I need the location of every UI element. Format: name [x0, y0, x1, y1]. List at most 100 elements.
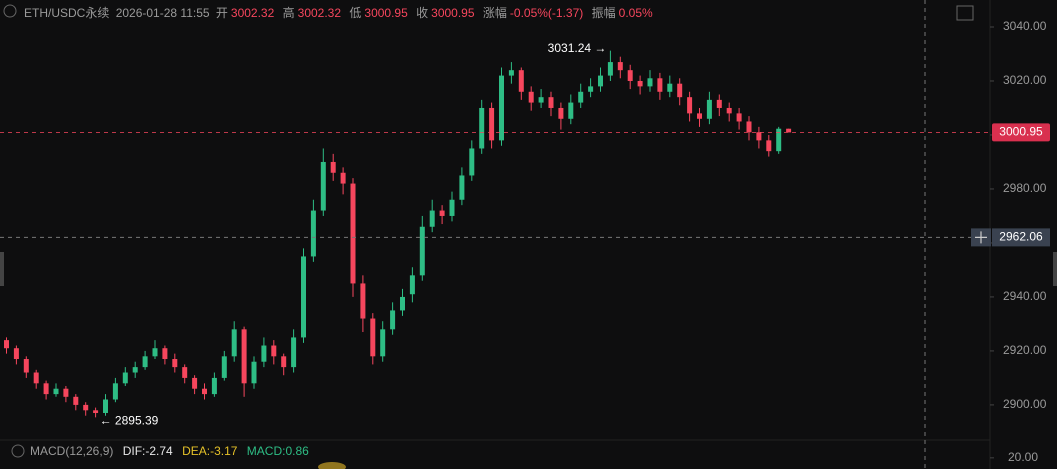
candle-body — [350, 183, 356, 284]
collapse-icon[interactable] — [3, 4, 17, 18]
candle-body — [776, 128, 782, 152]
time: 2026-01-28 11:55 — [115, 6, 210, 20]
candle-body — [578, 91, 584, 103]
label: 涨幅 — [482, 6, 507, 20]
label: 高 — [282, 6, 295, 20]
candle-body — [261, 345, 267, 362]
candle-body — [469, 148, 475, 176]
candle-body — [429, 210, 435, 227]
dea: DEA:-3.17 — [182, 444, 238, 458]
collapse-icon[interactable] — [11, 444, 25, 458]
macd-legend: MACD(12,26,9) DIF:-2.74 DEA:-3.17 MACD:0… — [30, 444, 315, 458]
candle-body — [202, 388, 207, 395]
candle-body — [112, 383, 118, 400]
candle-body — [211, 377, 217, 395]
candle-body — [271, 345, 277, 357]
candle-body — [281, 356, 287, 368]
candle-body — [43, 383, 49, 395]
crosshair-price-box — [992, 228, 1050, 247]
macd-value: MACD:0.86 — [246, 444, 309, 458]
candle-body — [746, 121, 752, 133]
candle-body — [499, 75, 504, 141]
last-price-box — [992, 123, 1050, 142]
candle-body — [33, 372, 39, 384]
candle-body — [439, 210, 445, 216]
candle-body — [558, 107, 564, 119]
candle-body — [13, 348, 19, 360]
candle-body — [687, 97, 693, 114]
y-tick-label: 2900.00 — [1003, 397, 1047, 411]
candle-body — [390, 310, 396, 330]
candle-body — [182, 367, 188, 378]
crosshair-plus — [975, 231, 987, 244]
candle-body — [637, 80, 643, 87]
expand-icon[interactable] — [956, 5, 974, 21]
y-tick-label: 2940.00 — [1003, 289, 1047, 303]
candle-body — [221, 356, 227, 378]
candle-body — [617, 62, 623, 71]
candle-body — [508, 70, 514, 76]
value: 3000.95 — [431, 6, 475, 20]
candle-body — [251, 361, 257, 384]
candle-body — [786, 128, 792, 133]
candle-body — [103, 399, 108, 414]
candle-body — [4, 340, 9, 349]
candle-body — [766, 140, 772, 152]
candle-body — [479, 107, 485, 149]
candle-body — [409, 275, 415, 295]
candle-body — [291, 337, 297, 368]
candle-body — [152, 348, 158, 357]
crosshair-price-label: 2962.06 — [999, 230, 1043, 244]
left-tab[interactable] — [0, 252, 4, 286]
candle-body — [23, 359, 29, 373]
candle-body — [598, 75, 603, 87]
label: 收 — [416, 6, 429, 20]
macd-tick-label: 20.00 — [1008, 450, 1038, 464]
candle-body — [588, 86, 594, 92]
candle-body — [518, 70, 524, 92]
candle-body — [716, 99, 722, 108]
candle-body — [241, 329, 247, 384]
label: 振幅 — [591, 6, 616, 20]
dif: DIF:-2.74 — [122, 444, 173, 458]
right-tab[interactable] — [1053, 252, 1057, 286]
y-tick-label: 2980.00 — [1003, 181, 1047, 195]
candle-body — [607, 62, 613, 76]
label: 开 — [215, 6, 228, 20]
candle-body — [320, 161, 326, 211]
symbol: ETH/USDC永续 — [24, 6, 110, 20]
value: 3000.95 — [364, 6, 408, 20]
y-tick-label: 3040.00 — [1003, 19, 1047, 33]
candle-body — [162, 348, 168, 360]
candle-body — [73, 396, 79, 405]
candle-body — [93, 410, 99, 414]
candle-body — [400, 296, 405, 311]
candle-body — [657, 78, 663, 92]
candle-body — [122, 372, 128, 384]
candle-body — [370, 318, 376, 357]
candle-body — [192, 377, 198, 389]
label: 低 — [349, 6, 362, 20]
candle-body — [756, 132, 762, 141]
candle-body — [548, 97, 554, 108]
candle-body — [449, 199, 455, 216]
candle-body — [489, 107, 495, 141]
candle-body — [63, 388, 69, 397]
candle-body — [53, 388, 59, 395]
candle-body — [736, 113, 742, 122]
annotation: ← 2895.39 — [100, 414, 159, 428]
candle-body — [528, 91, 534, 103]
candle-body — [726, 107, 732, 114]
candle-body — [697, 113, 702, 119]
candle-body — [380, 329, 386, 357]
last-price-label: 3000.95 — [999, 125, 1043, 139]
candle-body — [538, 97, 544, 103]
candle-body — [568, 102, 574, 119]
candle-body — [667, 83, 673, 92]
header: ETH/USDC永续 2026-01-28 11:55 开 3002.32 高 30… — [10, 4, 658, 21]
candle-body — [706, 99, 712, 119]
y-tick-label: 3020.00 — [1003, 73, 1047, 87]
macd-title: MACD(12,26,9) — [30, 444, 114, 458]
candle-body — [132, 367, 138, 373]
